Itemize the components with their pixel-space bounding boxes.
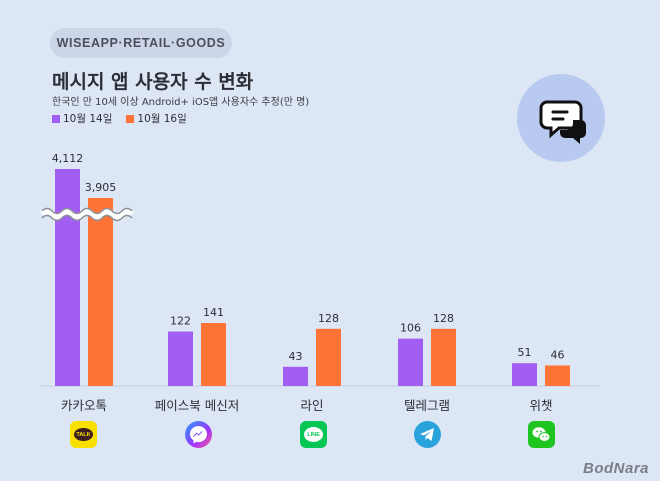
bar-1-1 (201, 323, 226, 386)
bar-4-0 (512, 363, 537, 386)
value-label-1-0: 122 (170, 314, 191, 327)
category-label-4: 위챗 (529, 398, 552, 413)
legend-item-oct16: 10월 16일 (126, 111, 187, 126)
value-label-2-0: 43 (289, 350, 303, 363)
chart-subtitle: 한국인 만 10세 이상 Android+ iOS앱 사용자수 추정(만 명) (52, 97, 310, 108)
legend-item-oct14: 10월 14일 (52, 111, 112, 126)
legend-swatch-oct16 (126, 114, 135, 123)
value-label-2-1: 128 (318, 312, 339, 325)
messenger-icon (185, 421, 212, 448)
bar-1-0 (168, 331, 193, 386)
category-label-2: 라인 (300, 398, 323, 413)
chart-title: 메시지 앱 사용자 수 변화 (52, 71, 254, 93)
legend: 10월 14일 10월 16일 (52, 111, 187, 126)
bar-0-1 (88, 198, 113, 386)
line-icon-text: LINE (307, 431, 320, 438)
bar-0-0 (55, 169, 80, 386)
chat-bubbles-icon (517, 74, 605, 162)
category-label-1: 페이스북 메신저 (155, 398, 239, 413)
value-label-0-0: 4,112 (52, 152, 84, 165)
value-label-4-1: 46 (551, 348, 565, 361)
category-label-0: 카카오톡 (61, 398, 107, 413)
value-label-3-0: 106 (400, 322, 421, 335)
value-label-0-1: 3,905 (85, 181, 117, 194)
bar-4-1 (545, 365, 570, 386)
legend-label-oct14: 10월 14일 (63, 113, 113, 125)
bar-2-0 (283, 366, 308, 386)
line-icon: LINE (300, 421, 327, 448)
legend-label-oct16: 10월 16일 (137, 113, 187, 125)
value-label-3-1: 128 (433, 312, 454, 325)
category-label-3: 텔레그램 (404, 398, 450, 413)
value-label-1-1: 141 (203, 306, 224, 319)
value-label-4-0: 51 (518, 346, 532, 359)
wechat-icon (528, 421, 555, 448)
telegram-icon (414, 421, 441, 448)
bar-3-1 (431, 328, 456, 386)
watermark: BodNara (583, 460, 650, 477)
brand-pill: WISEAPP·RETAIL·GOODS (50, 28, 232, 58)
kakaotalk-icon: TALK (70, 421, 97, 448)
bar-3-0 (398, 338, 423, 386)
legend-swatch-oct14 (52, 114, 60, 123)
axis-break-mark (39, 207, 135, 222)
kakaotalk-icon-text: TALK (76, 431, 91, 438)
bar-2-1 (316, 328, 341, 386)
brand-label: WISEAPP·RETAIL·GOODS (56, 36, 226, 50)
